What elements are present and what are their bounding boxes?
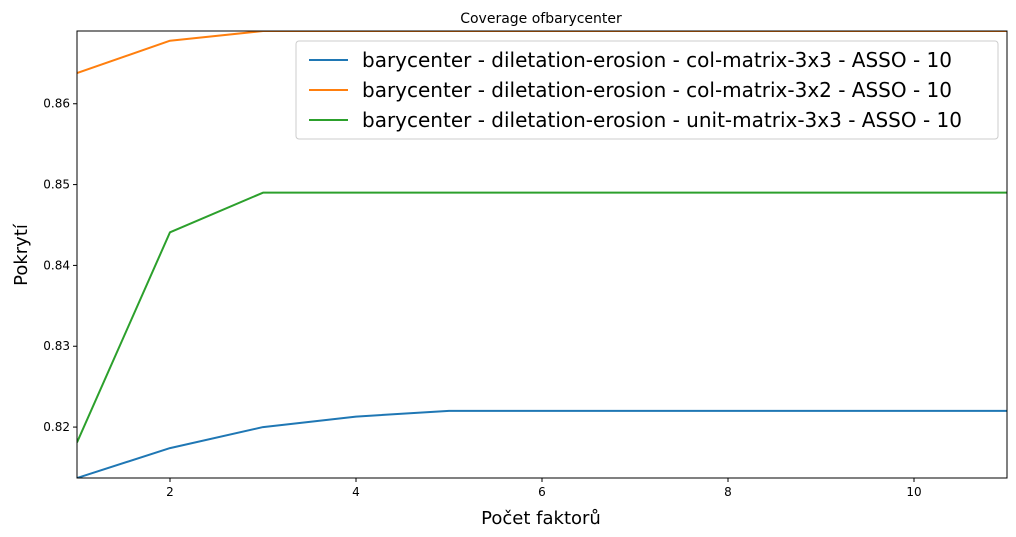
y-tick-label: 0.86 xyxy=(43,97,70,111)
y-tick-label: 0.85 xyxy=(43,178,70,192)
x-tick-label: 2 xyxy=(166,485,174,499)
legend: barycenter - diletation-erosion - col-ma… xyxy=(295,40,999,140)
x-tick-label: 8 xyxy=(724,485,732,499)
series-line-2 xyxy=(77,31,1007,74)
legend-box xyxy=(295,40,999,140)
x-axis-ticks: 2 4 6 8 10 xyxy=(166,478,922,499)
y-tick-label: 0.84 xyxy=(43,258,70,272)
x-tick-label: 6 xyxy=(538,485,546,499)
y-tick-label: 0.82 xyxy=(43,420,70,434)
x-tick-label: 10 xyxy=(906,485,921,499)
y-axis-ticks: 0.82 0.83 0.84 0.85 0.86 xyxy=(43,97,77,434)
plot-lines xyxy=(77,31,1007,478)
legend-label-series-1: barycenter - diletation-erosion - col-ma… xyxy=(362,48,952,72)
y-tick-label: 0.83 xyxy=(43,339,70,353)
chart-title: Coverage ofbarycenter xyxy=(460,11,622,27)
x-tick-label: 4 xyxy=(352,485,360,499)
y-axis-label: Pokrytí xyxy=(11,223,32,286)
legend-label-series-3: barycenter - diletation-erosion - unit-m… xyxy=(362,108,962,132)
legend-label-series-2: barycenter - diletation-erosion - col-ma… xyxy=(362,78,952,102)
x-axis-label: Počet faktorů xyxy=(481,508,601,529)
series-line-1 xyxy=(77,409,1007,478)
series-line-3 xyxy=(77,191,1007,443)
